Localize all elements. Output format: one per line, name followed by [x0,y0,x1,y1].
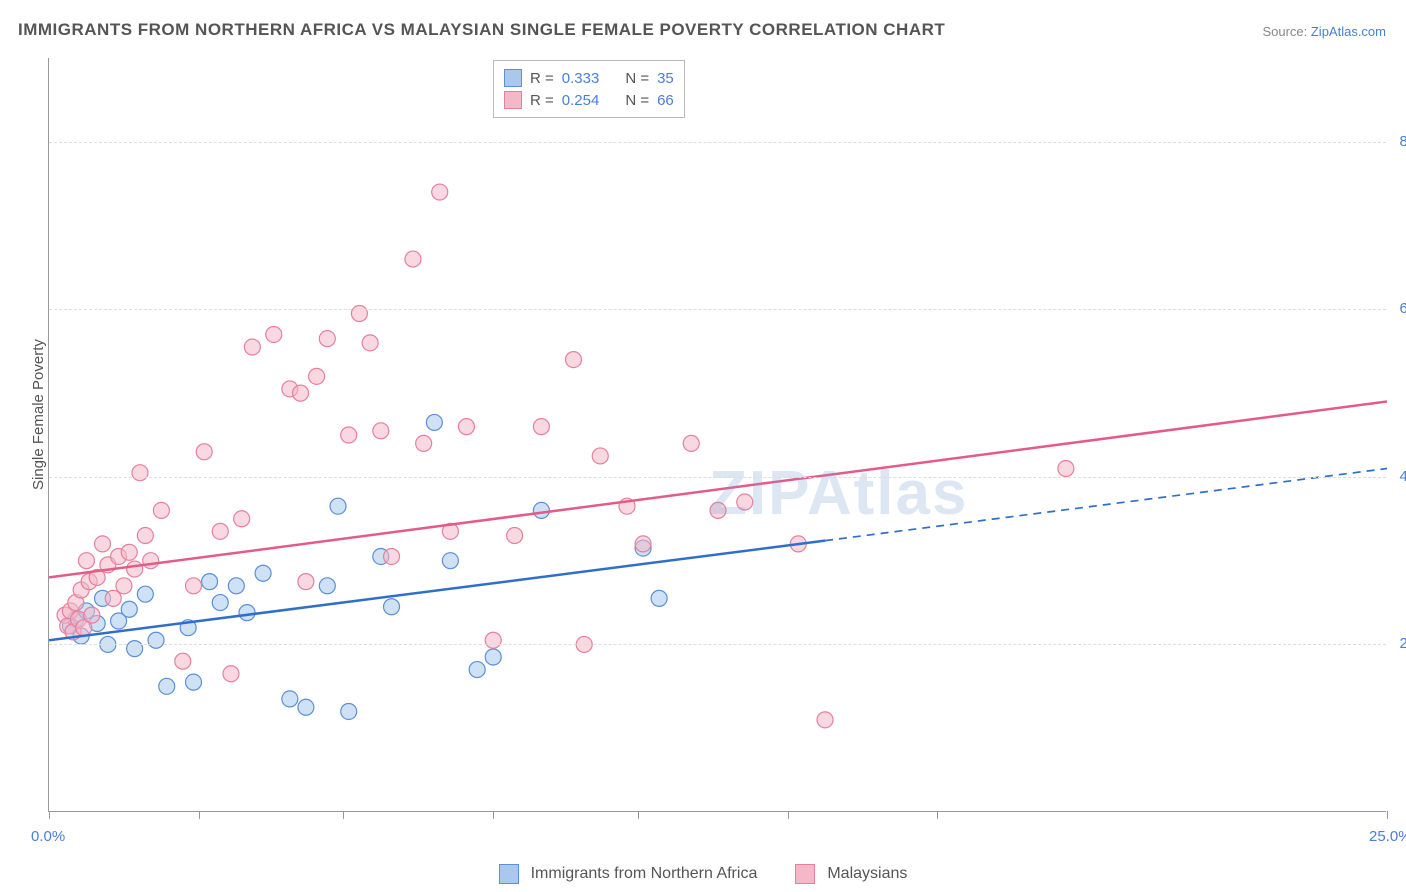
series-label: Immigrants from Northern Africa [531,865,758,883]
legend-r-label: R = [530,70,554,87]
legend-swatch-pink [795,864,815,884]
y-tick-label: 80.0% [1399,133,1406,150]
scatter-plot-svg [49,58,1387,812]
series-label: Malaysians [827,865,907,883]
legend-r-value: 0.333 [562,70,600,87]
plot-area: ZIPAtlas 20.0%40.0%60.0%80.0%0.0%25.0% [48,58,1386,812]
chart-title: IMMIGRANTS FROM NORTHERN AFRICA VS MALAY… [18,20,945,40]
x-tick-label: 0.0% [31,828,65,845]
legend-swatch-blue [504,69,522,87]
source-attribution: Source: ZipAtlas.com [1262,24,1386,39]
y-tick-label: 60.0% [1399,300,1406,317]
legend-r-label: R = [530,92,554,109]
chart-container: IMMIGRANTS FROM NORTHERN AFRICA VS MALAY… [0,0,1406,892]
series-legend: Immigrants from Northern Africa Malaysia… [0,864,1406,884]
source-link[interactable]: ZipAtlas.com [1311,24,1386,39]
legend-r-value: 0.254 [562,92,600,109]
legend-n-value: 66 [657,92,674,109]
y-tick-label: 40.0% [1399,468,1406,485]
legend-row: R = 0.254 N = 66 [504,89,674,111]
source-prefix: Source: [1262,24,1310,39]
y-axis-label: Single Female Poverty [30,339,47,490]
y-tick-label: 20.0% [1399,635,1406,652]
legend-row: R = 0.333 N = 35 [504,67,674,89]
x-tick-label: 25.0% [1369,828,1406,845]
legend-n-value: 35 [657,70,674,87]
legend-swatch-blue [499,864,519,884]
legend-n-label: N = [625,92,649,109]
legend-swatch-pink [504,91,522,109]
legend-n-label: N = [625,70,649,87]
correlation-legend: R = 0.333 N = 35 R = 0.254 N = 66 [493,60,685,118]
